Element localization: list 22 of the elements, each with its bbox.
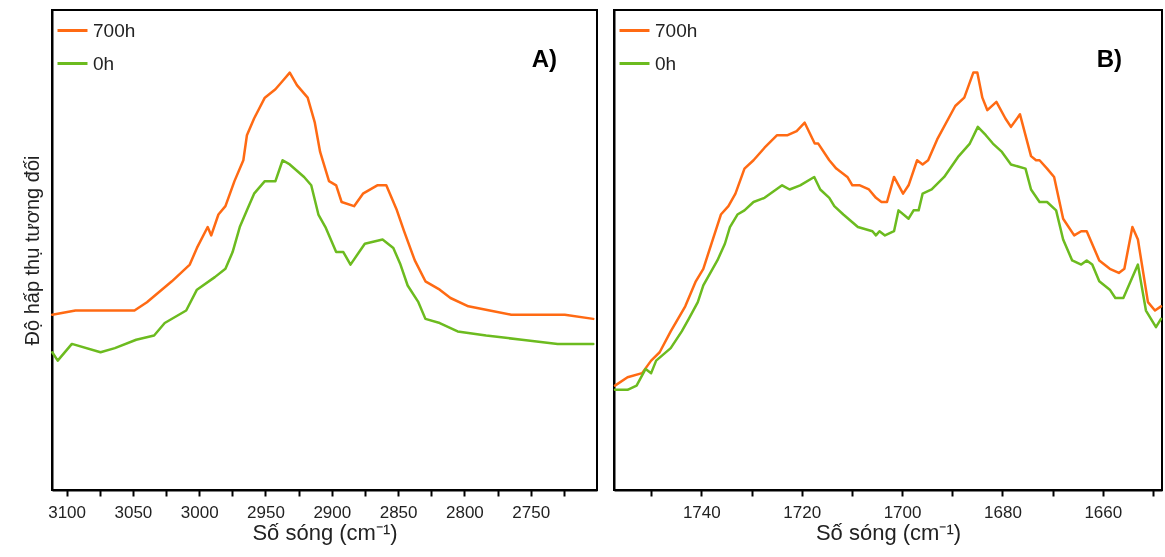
y-axis-title: Độ hấp thụ tương đối	[20, 155, 43, 346]
x-tick-label: 1720	[783, 502, 822, 522]
text: B)	[1096, 45, 1122, 72]
x-tick-label: 2900	[313, 502, 352, 522]
x-tick-label: 1700	[883, 502, 922, 522]
legend-label: 700h	[93, 19, 136, 41]
x-tick-label: 1660	[1084, 502, 1123, 522]
legend-label: 0h	[93, 52, 115, 74]
x-tick-label: 2950	[247, 502, 285, 522]
legend-label: 0h	[655, 52, 677, 74]
x-tick-label: 3000	[180, 502, 219, 522]
x-tick-label: 2800	[445, 502, 484, 522]
x-tick-label: 3050	[114, 502, 153, 522]
x-tick-label: 2850	[379, 502, 418, 522]
x-tick-label: 2750	[512, 502, 551, 522]
text: A)	[531, 45, 557, 72]
x-tick-label: 3100	[48, 502, 86, 522]
x-tick-label: 1680	[984, 502, 1022, 522]
legend-label: 700h	[655, 19, 698, 41]
x-axis-title: Số sóng (cm⁻¹)	[252, 519, 398, 545]
x-axis-title: Số sóng (cm⁻¹)	[815, 519, 962, 545]
x-tick-label: 1740	[682, 502, 721, 522]
